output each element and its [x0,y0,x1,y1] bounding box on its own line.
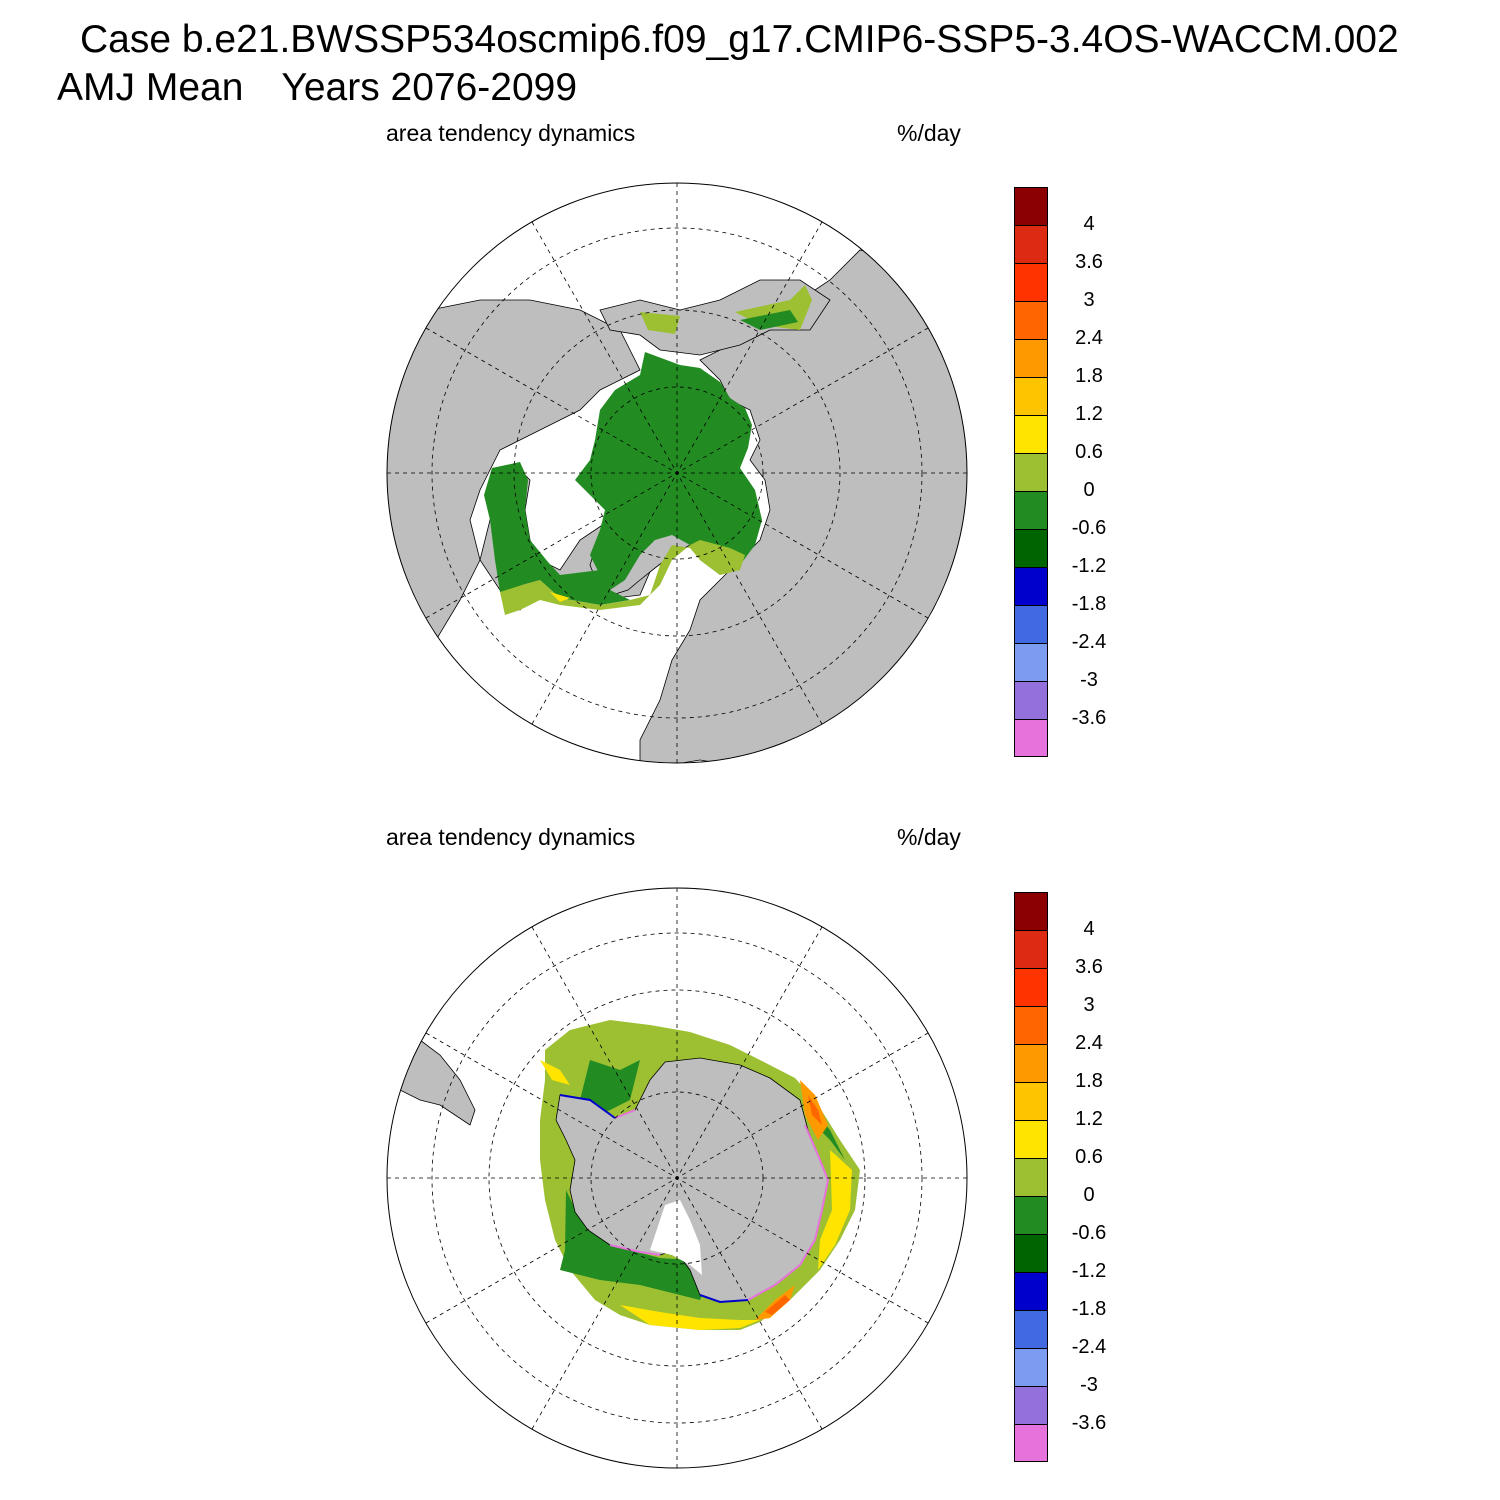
colorbar-tick-label: -2.4 [1071,1336,1107,1358]
colorbar-tick-label: -1.8 [1071,593,1107,615]
colorbar-box [1014,968,1048,1006]
siberia-land [599,279,831,356]
baffin-ice [484,462,630,605]
north-polar-map [386,182,968,764]
south-units-label: %/day [897,824,961,850]
colorbar-tick-label: -2.4 [1071,631,1107,653]
colorbar-tick-label: -0.6 [1071,517,1107,539]
colorbar-box [1014,1196,1048,1234]
colorbar-tick-label: 1.2 [1075,1108,1103,1130]
antarctic-coast-blue [559,1094,749,1304]
colorbar-tick-label: 0.6 [1075,441,1103,463]
colorbar-box [1014,529,1048,567]
colorbar-tick-label: 3 [1083,289,1095,311]
antarctic-ice-dark [560,1060,845,1300]
colorbar-box [1014,1234,1048,1272]
colorbar-box [1014,930,1048,968]
south-polar-map [386,887,968,1469]
colorbar-box [1014,719,1048,757]
colorbar-box [1014,225,1048,263]
colorbar-box [1014,1120,1048,1158]
colorbar-tick-label: 0 [1083,1184,1095,1206]
south-graticule [387,888,967,1468]
north-colorbar: 4 3.6 3 2.4 1.8 1.2 0.6 0 -0.6 -1.2 -1.8 -2.4 -3 -3.6 [1014,187,1134,759]
colorbar-tick-label: -3 [1080,669,1098,691]
colorbar-box [1014,491,1048,529]
figure-title: Case b.e21.BWSSP534oscmip6.f09_g17.CMIP6… [80,18,1399,61]
colorbar-box [1014,377,1048,415]
north-graticule [387,183,967,763]
colorbar-tick-label: -0.6 [1071,1222,1107,1244]
colorbar-tick-label: 0 [1083,479,1095,501]
colorbar-tick-label: -3 [1080,1374,1098,1396]
colorbar-tick-label: 1.2 [1075,403,1103,425]
bering-ice-dark [740,310,798,330]
colorbar-box [1014,453,1048,491]
colorbar-box [1014,263,1048,301]
arctic-ice-main [575,352,762,590]
colorbar-tick-label: 1.8 [1075,1070,1103,1092]
colorbar-box [1014,643,1048,681]
colorbar-box [1014,1386,1048,1424]
colorbar-tick-label: 0.6 [1075,1146,1103,1168]
colorbar-tick-label: -3.6 [1071,1412,1107,1434]
colorbar-box [1014,1348,1048,1386]
labrador-ice-yellow [550,592,570,602]
colorbar-tick-label: -1.8 [1071,1298,1107,1320]
colorbar-box [1014,605,1048,643]
colorbar-tick-label: 3.6 [1075,251,1103,273]
colorbar-tick-label: -1.2 [1071,555,1107,577]
ross-ice-shelf [650,1200,702,1275]
colorbar-tick-label: -3.6 [1071,707,1107,729]
north-units-label: %/day [897,120,961,146]
colorbar-box [1014,1310,1048,1348]
colorbar-box [1014,892,1048,930]
colorbar-box [1014,567,1048,605]
colorbar-tick-label: 4 [1083,918,1095,940]
colorbar-box [1014,339,1048,377]
colorbar-tick-label: 4 [1083,213,1095,235]
season-label: AMJ Mean [57,66,244,109]
antarctic-ice-red-east [765,1095,822,1315]
colorbar-box [1014,1272,1048,1310]
colorbar-tick-label: -1.2 [1071,1260,1107,1282]
colorbar-tick-label: 2.4 [1075,1032,1103,1054]
colorbar-box [1014,1082,1048,1120]
antarctic-coast-violet [609,1109,830,1301]
north-variable-label: area tendency dynamics [386,120,636,146]
colorbar-box [1014,1424,1048,1462]
colorbar-box [1014,187,1048,225]
colorbar-tick-label: 3.6 [1075,956,1103,978]
colorbar-box [1014,681,1048,719]
years-label: Years 2076-2099 [281,66,578,109]
colorbar-box [1014,301,1048,339]
colorbar-box [1014,1158,1048,1196]
colorbar-tick-label: 3 [1083,994,1095,1016]
south-variable-label: area tendency dynamics [386,824,636,850]
colorbar-box [1014,415,1048,453]
colorbar-tick-label: 1.8 [1075,365,1103,387]
figure-subtitle: AMJ Mean Years 2076-2099 [57,66,577,110]
colorbar-box [1014,1006,1048,1044]
colorbar-tick-label: 2.4 [1075,327,1103,349]
colorbar-box [1014,1044,1048,1082]
south-colorbar: 4 3.6 3 2.4 1.8 1.2 0.6 0 -0.6 -1.2 -1.8 -2.4 -3 -3.6 [1014,892,1134,1464]
